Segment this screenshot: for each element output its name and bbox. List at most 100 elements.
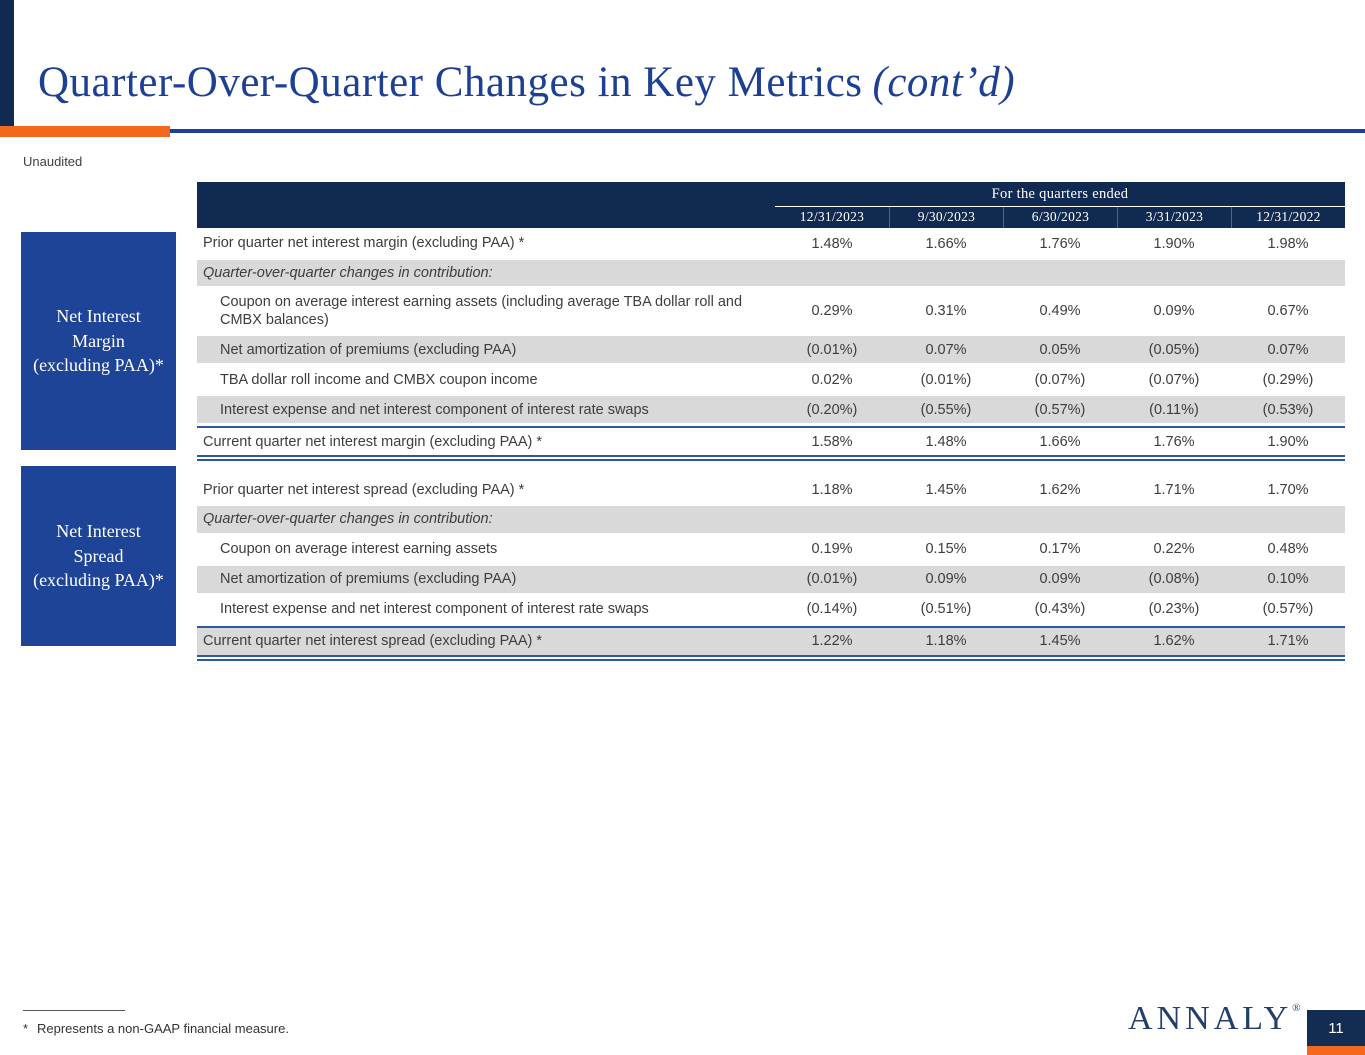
page-title-contd: (cont’d) <box>872 59 1016 106</box>
side-label-line: Net Interest <box>56 305 141 326</box>
row-value: (0.23%) <box>1148 601 1200 617</box>
row-value: 0.49% <box>1039 303 1081 320</box>
table-bottom-rule <box>197 658 1345 661</box>
row-value: 0.07% <box>925 341 967 358</box>
row-label: Quarter-over-quarter changes in contribu… <box>203 265 493 281</box>
row-value: (0.29%) <box>1262 371 1314 388</box>
footnote: * Represents a non-GAAP financial measure… <box>23 1021 289 1036</box>
row-value: 0.67% <box>1267 303 1309 320</box>
row-value: 1.62% <box>1039 481 1081 498</box>
net-interest-spread-section: Prior quarter net interest spread (exclu… <box>197 474 1345 661</box>
row-value: 0.09% <box>925 571 967 587</box>
table-header-spacer <box>197 206 775 228</box>
row-label: Quarter-over-quarter changes in contribu… <box>203 511 493 528</box>
row-value: 1.62% <box>1153 633 1195 649</box>
row-value: 1.22% <box>811 633 853 649</box>
row-value: (0.57%) <box>1262 601 1314 617</box>
page-title-text: Quarter-Over-Quarter Changes in Key Metr… <box>38 59 863 106</box>
row-value: 0.29% <box>811 303 853 320</box>
table-row: Coupon on average interest earning asset… <box>197 536 1345 563</box>
table-row: Prior quarter net interest spread (exclu… <box>197 476 1345 503</box>
row-value: (0.20%) <box>806 401 858 418</box>
page-number: 11 <box>1328 1019 1344 1037</box>
row-label: Prior quarter net interest margin (exclu… <box>203 235 525 252</box>
row-value: (0.43%) <box>1034 601 1086 617</box>
row-value: 0.09% <box>1153 303 1195 320</box>
table-row: Interest expense and net interest compon… <box>197 396 1345 424</box>
page-number-orange-strip <box>1307 1046 1365 1055</box>
row-value: 1.18% <box>811 481 853 498</box>
row-label: Current quarter net interest spread (exc… <box>203 632 543 649</box>
table-row: Interest expense and net interest compon… <box>197 596 1345 623</box>
table-row: Current quarter net interest spread (exc… <box>197 625 1345 657</box>
row-value: (0.05%) <box>1148 341 1200 358</box>
row-value: (0.51%) <box>920 601 972 617</box>
table-row: Coupon on average interest earning asset… <box>197 289 1345 333</box>
table-row: Prior quarter net interest margin (exclu… <box>197 230 1345 257</box>
row-value: (0.57%) <box>1034 401 1086 418</box>
quarters-ended-label: For the quarters ended <box>775 182 1345 207</box>
table-row: TBA dollar roll income and CMBX coupon i… <box>197 366 1345 393</box>
footnote-text: Represents a non-GAAP financial measure. <box>37 1021 289 1036</box>
row-label: Coupon on average interest earning asset… <box>220 540 498 557</box>
row-value: 1.18% <box>925 633 967 649</box>
row-value: 1.66% <box>1039 433 1081 450</box>
row-value: 0.10% <box>1267 571 1309 587</box>
row-value: (0.01%) <box>806 341 858 358</box>
row-label: Coupon on average interest earning asset… <box>220 294 743 329</box>
side-label-line: (excluding PAA)* <box>33 570 164 591</box>
side-label-line: (excluding PAA)* <box>33 355 164 376</box>
orange-accent-bar <box>0 126 170 137</box>
row-value: (0.07%) <box>1148 371 1200 388</box>
column-header-date: 6/30/2023 <box>1003 206 1117 228</box>
side-label-line: Margin <box>72 330 125 351</box>
row-value: 1.48% <box>811 235 853 252</box>
registered-mark-icon: ® <box>1292 1002 1301 1014</box>
row-value: 1.76% <box>1039 235 1081 252</box>
annaly-logo: ANNALY® <box>1128 1000 1301 1038</box>
column-header-date: 3/31/2023 <box>1117 206 1231 228</box>
row-value: 1.71% <box>1153 481 1195 498</box>
table-row: Net amortization of premiums (excluding … <box>197 336 1345 364</box>
table-bottom-rule <box>197 459 1345 462</box>
row-value: 0.15% <box>925 541 967 557</box>
side-label-line: Net Interest <box>56 520 141 541</box>
row-value: 0.31% <box>925 303 967 320</box>
column-header-date: 9/30/2023 <box>889 206 1003 228</box>
row-value: 0.09% <box>1039 571 1081 587</box>
row-value: 0.07% <box>1267 341 1309 358</box>
row-value: 1.45% <box>1039 633 1081 649</box>
row-label: Net amortization of premiums (excluding … <box>220 570 517 587</box>
row-value: (0.08%) <box>1148 571 1200 587</box>
row-value: 1.58% <box>811 433 853 450</box>
row-label: Current quarter net interest margin (exc… <box>203 433 543 450</box>
table-header-dates-row: 12/31/2023 9/30/2023 6/30/2023 3/31/2023… <box>197 206 1345 228</box>
side-label-net-interest-spread: Net Interest Spread (excluding PAA)* <box>21 466 176 646</box>
row-value: (0.01%) <box>920 371 972 388</box>
column-header-date: 12/31/2022 <box>1231 206 1345 228</box>
row-value: (0.01%) <box>806 571 858 587</box>
row-value: 1.66% <box>925 235 967 252</box>
side-label-line: Spread <box>73 545 124 566</box>
row-value: (0.53%) <box>1262 401 1314 418</box>
section-gap <box>197 461 1345 474</box>
table-header-group-row: For the quarters ended <box>197 182 1345 207</box>
footnote-rule <box>23 1010 125 1011</box>
annaly-logo-text: ANNALY <box>1128 1000 1293 1037</box>
table-header-spacer <box>197 182 775 207</box>
corner-accent-bar <box>0 0 14 126</box>
row-value: 0.19% <box>811 541 853 557</box>
row-value: 1.76% <box>1153 433 1195 450</box>
metrics-table: For the quarters ended 12/31/2023 9/30/2… <box>197 182 1345 661</box>
column-header-date: 12/31/2023 <box>799 209 865 224</box>
row-value: 0.17% <box>1039 541 1081 557</box>
row-value: 1.90% <box>1153 235 1195 252</box>
unaudited-label: Unaudited <box>23 154 83 169</box>
row-value: 0.48% <box>1267 541 1309 557</box>
side-label-net-interest-margin: Net Interest Margin (excluding PAA)* <box>21 232 176 450</box>
row-value: 0.02% <box>811 371 853 388</box>
row-label: Interest expense and net interest compon… <box>220 401 649 418</box>
row-value: 1.70% <box>1267 481 1309 498</box>
page-title: Quarter-Over-Quarter Changes in Key Metr… <box>38 58 1015 107</box>
